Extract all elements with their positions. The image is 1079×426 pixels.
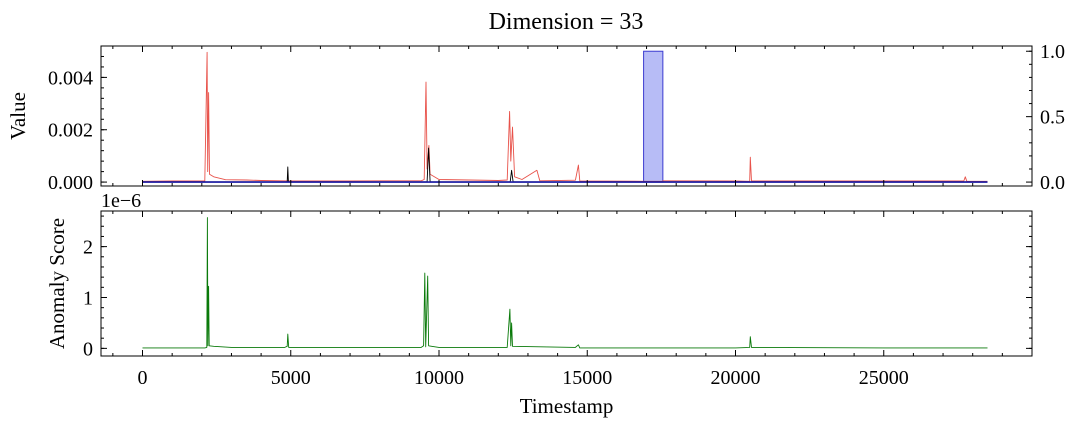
panel-1: 0.0 0.5 1.0 0.000 0.002 0.004 Value (6, 41, 1065, 194)
right-y-tick-label: 1.0 (1040, 41, 1065, 63)
y-tick-label: 1 (83, 287, 93, 309)
y-tick-label: 0.004 (48, 67, 93, 89)
anomaly-region (643, 50, 664, 183)
x-tick-label: 20000 (711, 367, 761, 389)
y-tick-label: 2 (83, 237, 93, 259)
y-tick-label: 0 (83, 338, 93, 360)
y-tick-label: 0.000 (48, 172, 93, 194)
series-line-1 (142, 51, 988, 182)
chart-title: Dimension = 33 (489, 9, 644, 35)
x-tick-label: 25000 (859, 367, 909, 389)
y-axis-label: Anomaly Score (45, 218, 69, 349)
y-axis-label: Value (6, 92, 30, 140)
x-tick-label: 10000 (414, 367, 464, 389)
x-tick-label: 0 (138, 367, 148, 389)
y-tick-label: 0.002 (48, 120, 93, 142)
y-offset-label: 1e−6 (101, 190, 141, 212)
plot-frame (100, 45, 1033, 187)
x-axis-label: Timestamp (520, 394, 614, 418)
right-y-tick-label: 0.5 (1040, 107, 1065, 129)
series-line-2 (142, 147, 988, 183)
right-y-tick-label: 0.0 (1040, 172, 1065, 194)
panel-2: 0 5000 10000 15000 20000 25000 0 1 2 Anomaly Scor… (45, 190, 1033, 418)
x-tick-label: 15000 (562, 367, 612, 389)
x-tick-label: 5000 (271, 367, 311, 389)
series-line-1 (142, 217, 988, 349)
plot-frame (100, 210, 1033, 357)
